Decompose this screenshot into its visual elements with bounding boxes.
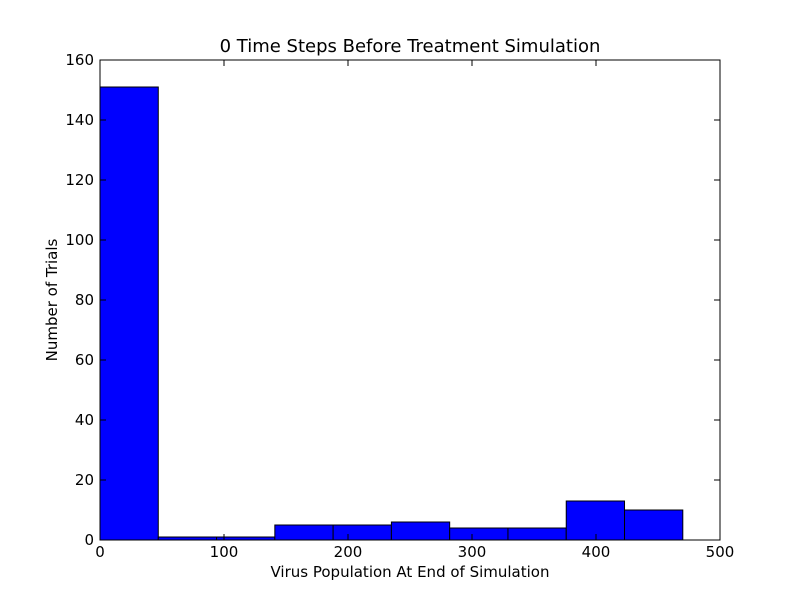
x-tick-label: 200 — [334, 543, 363, 561]
y-tick-label: 60 — [75, 351, 94, 369]
histogram-bar-10 — [624, 509, 684, 541]
y-tick-label: 20 — [75, 471, 94, 489]
x-tick-label: 400 — [582, 543, 611, 561]
histogram-bar-1 — [99, 86, 159, 541]
histogram-bar-5 — [332, 524, 392, 541]
x-tick-label: 300 — [458, 543, 487, 561]
y-tick-label: 80 — [75, 291, 94, 309]
x-tick-label: 100 — [210, 543, 239, 561]
y-tick-label: 120 — [65, 171, 94, 189]
y-tick-label: 0 — [84, 531, 94, 549]
y-tick-label: 140 — [65, 111, 94, 129]
x-tick-label: 0 — [95, 543, 105, 561]
y-axis-label: Number of Trials — [43, 238, 61, 361]
ticks-group: 0 100 200 300 400 500 0 20 40 60 80 100 120 140 160 — [65, 51, 734, 561]
histogram-bar-8 — [507, 527, 567, 541]
histogram-bar-7 — [449, 527, 509, 541]
y-tick-label: 100 — [65, 231, 94, 249]
histogram-bar-6 — [390, 521, 451, 541]
y-tick-label: 160 — [65, 51, 94, 69]
chart-title: 0 Time Steps Before Treatment Simulation — [220, 36, 601, 57]
x-axis-label: Virus Population At End of Simulation — [271, 563, 550, 581]
bars-group — [99, 86, 684, 541]
y-tick-label: 40 — [75, 411, 94, 429]
histogram-bar-4 — [274, 524, 334, 541]
x-tick-label: 500 — [706, 543, 735, 561]
histogram-bar-9 — [565, 500, 626, 541]
